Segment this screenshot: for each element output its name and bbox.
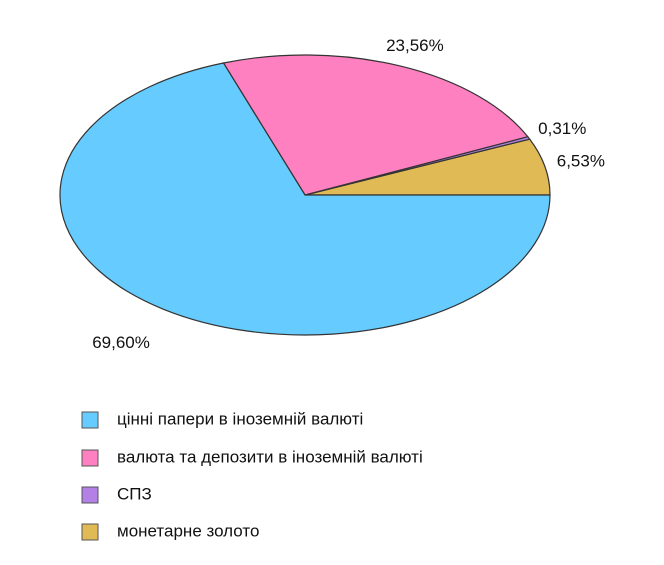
legend-label: монетарне золото — [117, 521, 259, 540]
data-label: 69,60% — [92, 333, 150, 352]
legend-label: цінні папери в іноземній валюті — [117, 409, 363, 428]
legend-label: СПЗ — [117, 484, 152, 503]
legend-swatch — [81, 449, 99, 467]
legend-label: валюта та депозити в іноземній валюті — [117, 447, 423, 466]
legend-swatch — [81, 523, 99, 541]
data-label: 6,53% — [557, 152, 605, 171]
legend-swatch — [81, 411, 99, 429]
pie-slice — [59, 62, 551, 336]
pie-slice — [222, 54, 529, 196]
legend-swatch — [81, 486, 99, 504]
data-label: 0,31% — [538, 119, 586, 138]
data-label: 23,56% — [386, 36, 444, 55]
